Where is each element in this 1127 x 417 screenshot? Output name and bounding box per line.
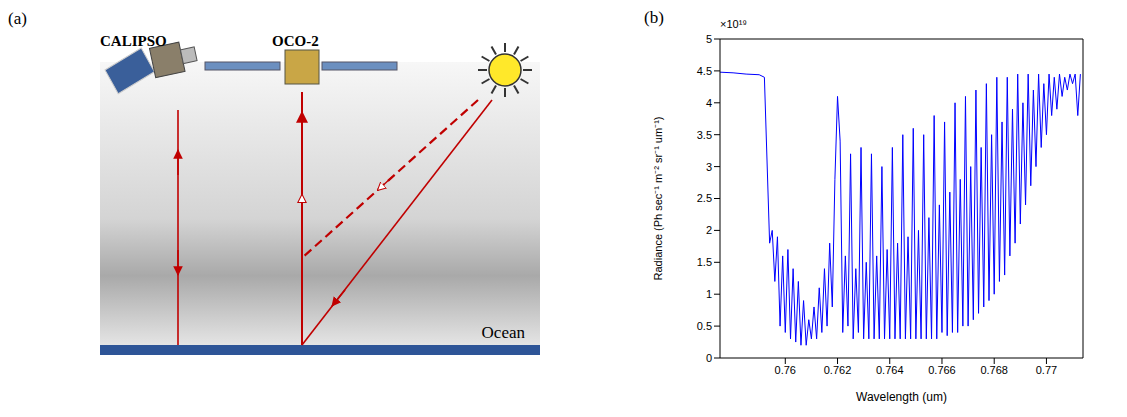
- svg-text:0.76: 0.76: [775, 364, 796, 376]
- svg-text:Wavelength (um): Wavelength (um): [856, 390, 947, 404]
- svg-text:0.762: 0.762: [824, 364, 852, 376]
- svg-text:0.764: 0.764: [876, 364, 904, 376]
- svg-text:1: 1: [706, 288, 712, 300]
- svg-text:5: 5: [706, 33, 712, 45]
- svg-text:CALIPSO: CALIPSO: [100, 33, 167, 49]
- html-text:×10¹⁹: ×10¹⁹: [720, 18, 747, 30]
- svg-text:OCO-2: OCO-2: [272, 33, 319, 49]
- svg-text:0.768: 0.768: [980, 364, 1008, 376]
- svg-text:0.5: 0.5: [697, 320, 712, 332]
- html-text:(b): (b): [644, 8, 664, 27]
- svg-text:3.5: 3.5: [697, 129, 712, 141]
- svg-text:Ocean: Ocean: [482, 323, 526, 342]
- svg-text:2: 2: [706, 224, 712, 236]
- svg-text:4: 4: [706, 97, 712, 109]
- svg-text:0.77: 0.77: [1036, 364, 1057, 376]
- svg-text:1.5: 1.5: [697, 256, 712, 268]
- svg-text:2.5: 2.5: [697, 192, 712, 204]
- svg-text:4.5: 4.5: [697, 65, 712, 77]
- svg-text:3: 3: [706, 161, 712, 173]
- svg-text:0.766: 0.766: [928, 364, 956, 376]
- svg-text:Radiance (Ph sec⁻¹ m⁻² sr⁻¹ um: Radiance (Ph sec⁻¹ m⁻² sr⁻¹ um⁻¹): [652, 117, 664, 281]
- svg-text:(a): (a): [8, 9, 27, 28]
- svg-text:0: 0: [706, 352, 712, 364]
